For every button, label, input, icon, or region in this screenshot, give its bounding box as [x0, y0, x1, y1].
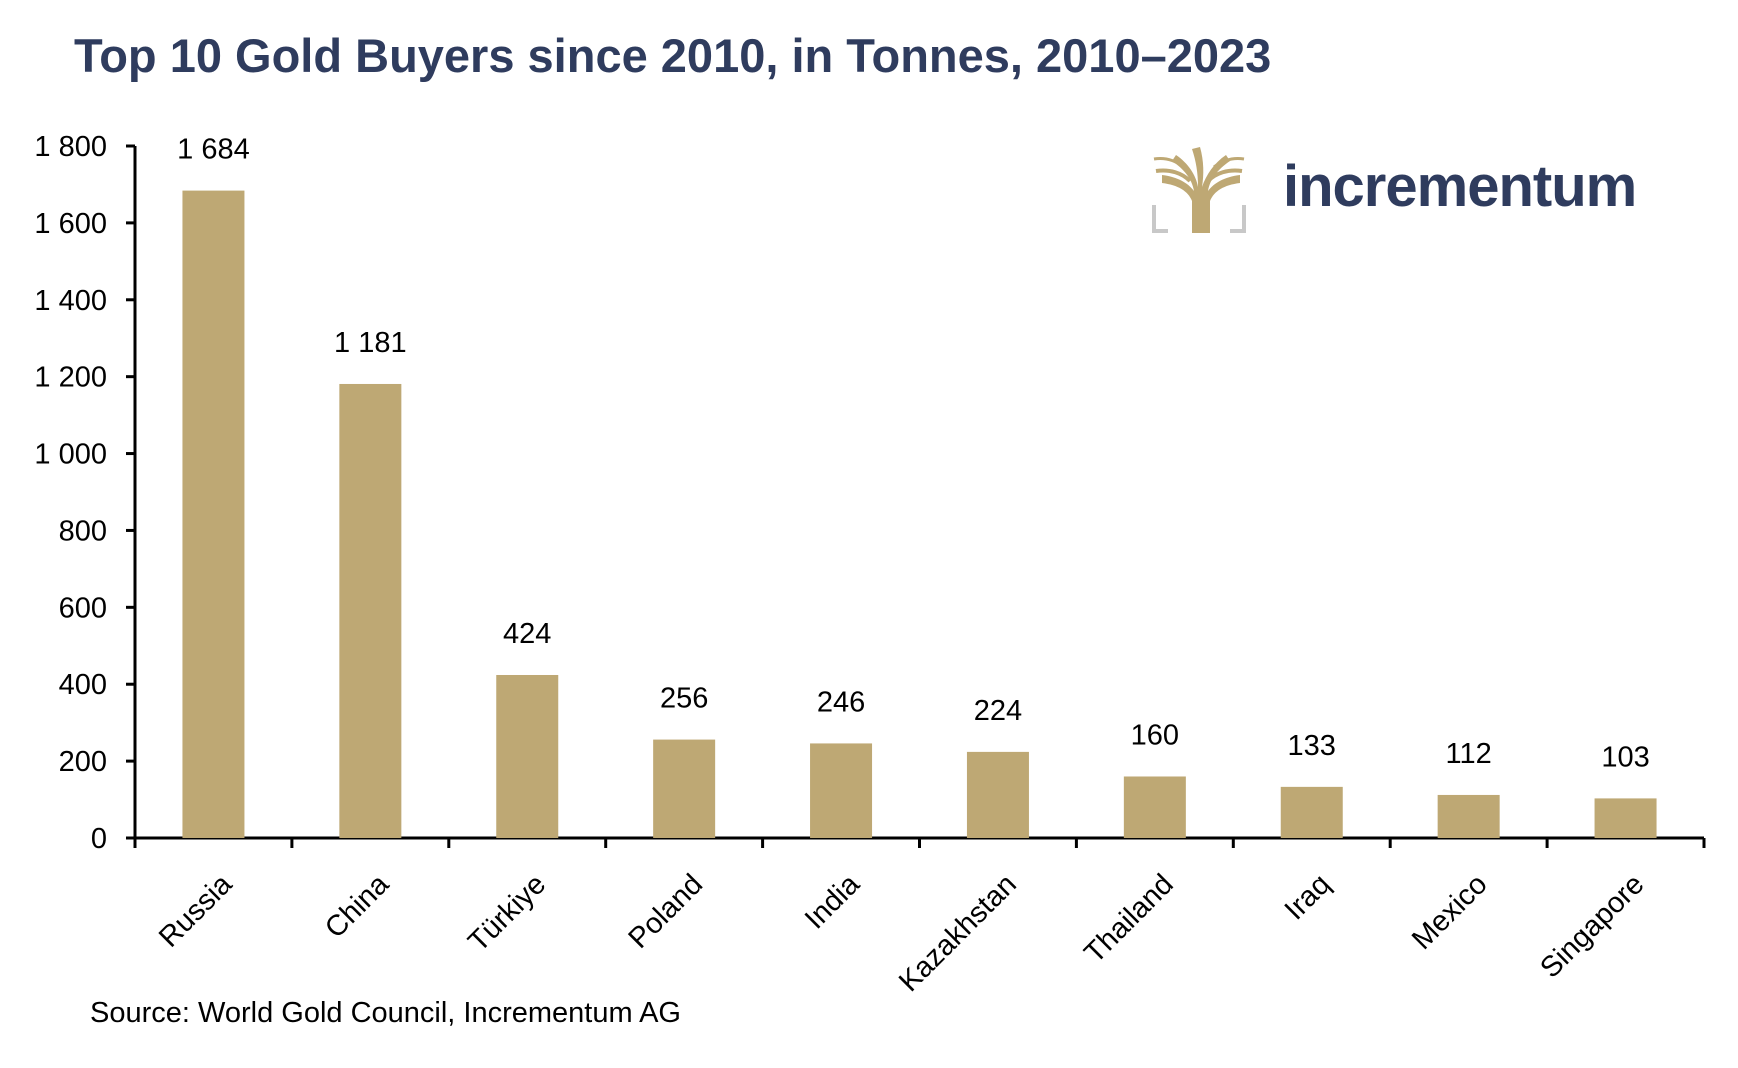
x-tick-label: Kazakhstan	[893, 868, 1023, 998]
data-label: 246	[817, 686, 865, 718]
chart-title: Top 10 Gold Buyers since 2010, in Tonnes…	[74, 29, 1272, 82]
data-label: 103	[1601, 741, 1649, 773]
x-tick-label: Thailand	[1079, 868, 1180, 969]
data-label: 160	[1131, 719, 1179, 751]
bar-mexico	[1437, 794, 1500, 838]
y-tick-label: 1 600	[34, 208, 107, 240]
y-tick-label: 1 400	[34, 285, 107, 317]
data-label: 424	[503, 618, 551, 650]
x-tick-label: Mexico	[1406, 868, 1494, 956]
x-tick-label: India	[799, 868, 867, 936]
data-label: 256	[660, 683, 708, 715]
data-label: 112	[1446, 738, 1492, 770]
y-tick-label: 600	[59, 592, 107, 624]
bar-russia	[182, 190, 245, 838]
bar-china	[339, 383, 402, 838]
data-label: 224	[974, 695, 1022, 727]
y-tick-label: 400	[59, 669, 107, 701]
logo-text: incrementum	[1283, 154, 1637, 219]
y-tick-label: 200	[59, 746, 107, 778]
bar-singapore	[1594, 798, 1657, 838]
bar-iraq	[1280, 786, 1343, 838]
y-tick-label: 1 200	[34, 362, 107, 394]
bar-t-rkiye	[496, 674, 559, 838]
bar-poland	[653, 739, 716, 838]
data-label: 133	[1288, 730, 1336, 762]
data-label: 1 181	[334, 327, 407, 359]
bar-india	[810, 743, 873, 838]
x-tick-label: Iraq	[1279, 868, 1337, 926]
y-tick-label: 1 000	[34, 439, 107, 471]
source-note: Source: World Gold Council, Incrementum …	[90, 997, 681, 1029]
y-tick-label: 800	[59, 515, 107, 547]
y-tick-label: 1 800	[34, 131, 107, 163]
x-tick-label: Türkiye	[462, 868, 552, 958]
y-tick-label: 0	[91, 823, 107, 855]
x-tick-label: Poland	[623, 868, 709, 954]
x-tick-label: China	[319, 868, 396, 945]
x-tick-label: Singapore	[1534, 868, 1650, 984]
tree-icon	[1152, 147, 1246, 233]
data-label: 1 684	[177, 134, 250, 166]
bar-thailand	[1123, 776, 1186, 838]
incrementum-logo: incrementum	[1152, 145, 1672, 241]
bar-kazakhstan	[966, 751, 1029, 838]
x-tick-label: Russia	[153, 868, 239, 954]
